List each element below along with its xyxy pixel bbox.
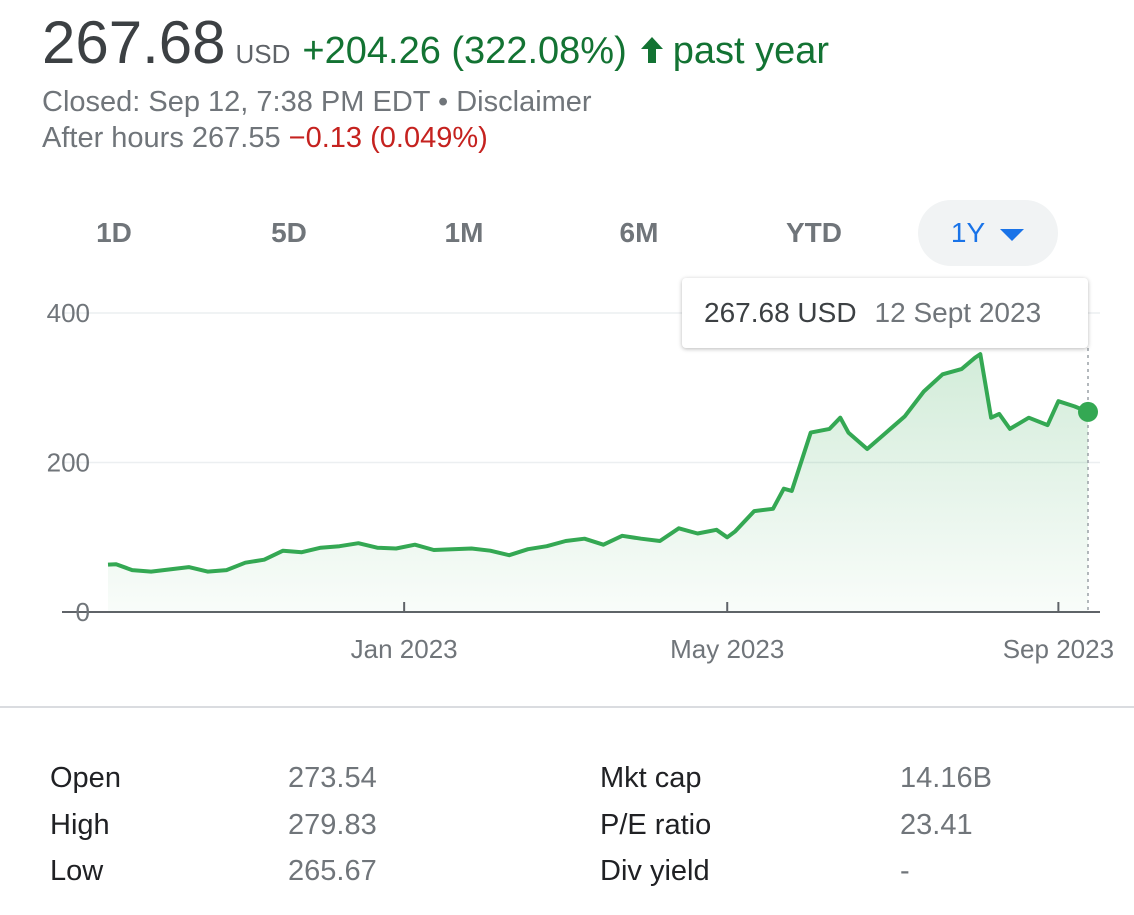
stat-low-value: 265.67 (288, 855, 377, 887)
disclaimer-link[interactable]: Disclaimer (456, 86, 592, 118)
stat-pe-value: 23.41 (900, 809, 973, 841)
price-chart[interactable]: 400 200 0 Jan 2023 May 2023 Sep 2023 (0, 280, 1134, 680)
stat-open-value: 273.54 (288, 762, 377, 794)
price-line (107, 352, 1089, 574)
x-tick-label: May 2023 (670, 634, 784, 664)
stat-low-label: Low (50, 855, 104, 887)
section-divider (0, 706, 1134, 708)
y-tick-label: 0 (76, 597, 90, 627)
range-tab-5d[interactable]: 5D (271, 217, 307, 248)
x-tick-label: Sep 2023 (1003, 634, 1114, 664)
arrow-up-icon (639, 35, 665, 70)
stat-mktcap-label: Mkt cap (600, 762, 702, 794)
stat-divyield-value: - (900, 855, 910, 887)
price-chart-svg: 400 200 0 Jan 2023 May 2023 Sep 2023 (47, 298, 1114, 664)
y-tick-label: 400 (47, 298, 90, 328)
stat-divyield-label: Div yield (600, 855, 710, 887)
range-tab-6m[interactable]: 6M (619, 217, 659, 248)
price-tooltip: 267.68 USD 12 Sept 2023 (682, 278, 1088, 348)
x-tick-label: Jan 2023 (351, 634, 458, 664)
stat-open-label: Open (50, 762, 121, 794)
hover-point (1078, 401, 1098, 422)
separator: • (429, 86, 457, 118)
quote-header: 267.68 USD +204.26 (322.08%) past year (42, 8, 829, 80)
range-tab-1m[interactable]: 1M (444, 217, 484, 248)
tooltip-date: 12 Sept 2023 (874, 297, 1042, 328)
currency-label: USD (235, 39, 291, 69)
after-hours-info: After hours 267.55 −0.13 (0.049%) (42, 122, 488, 155)
price-area-fill (108, 354, 1088, 612)
closed-text: Closed: Sep 12, 7:38 PM EDT (42, 86, 430, 118)
stat-mktcap-value: 14.16B (900, 762, 992, 794)
stat-high-value: 279.83 (288, 809, 377, 841)
price-change: +204.26 (322.08%) (302, 30, 627, 72)
range-tab-1y-label: 1Y (950, 217, 986, 248)
after-hours-change: −0.13 (0.049%) (288, 122, 488, 154)
after-hours-label: After hours 267.55 (42, 122, 281, 154)
y-tick-label: 200 (47, 448, 90, 478)
tooltip-price: 267.68 USD (704, 297, 857, 328)
range-tab-1d[interactable]: 1D (96, 217, 132, 248)
current-price: 267.68 (42, 9, 226, 76)
range-tab-ytd[interactable]: YTD (786, 217, 842, 248)
stat-high-label: High (50, 809, 110, 841)
change-period: past year (672, 30, 830, 72)
closed-info: Closed: Sep 12, 7:38 PM EDT • Disclaimer (42, 86, 592, 119)
range-tab-1y[interactable]: 1Y (918, 200, 1058, 266)
range-selector: 1D 5D 1M 6M YTD 1Y (0, 200, 1134, 266)
dropdown-caret-icon (999, 200, 1025, 266)
stat-pe-label: P/E ratio (600, 809, 712, 841)
